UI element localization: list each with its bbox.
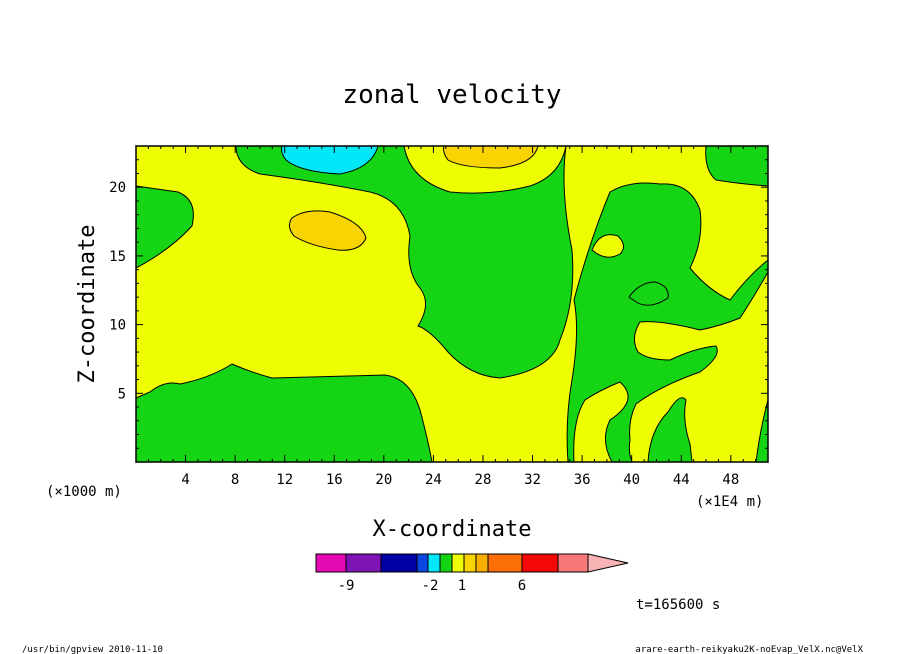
region-negative-small: [628, 281, 669, 306]
region-negative-small: [647, 397, 693, 463]
y-tick-label: 5: [118, 386, 126, 402]
plot-frame: [135, 145, 769, 463]
colorbar-cell: [557, 553, 589, 573]
chart-title: zonal velocity: [342, 80, 561, 110]
plot-area: [135, 145, 769, 463]
region-negative-small: [135, 363, 433, 463]
x-unit-left-label: (×1000 m): [46, 484, 122, 500]
x-tick-label: 48: [722, 472, 739, 488]
y-tick-label: 10: [109, 318, 126, 334]
colorbar-labels: -9 -2 1 6: [338, 578, 527, 594]
footer-right-label: arare-earth-reikyaku2K-noEvap_VelX.nc@Ve…: [635, 645, 863, 654]
colorbar-cell: [416, 553, 429, 573]
x-tick-label: 16: [326, 472, 343, 488]
x-unit-right-label: (×1E4 m): [696, 494, 763, 510]
colorbar: [315, 553, 629, 573]
region-positive-moderate: [288, 210, 367, 251]
colorbar-tick-label: 6: [518, 578, 526, 594]
x-tick-label: 20: [375, 472, 392, 488]
y-tick-label: 15: [109, 249, 126, 265]
colorbar-extension: [587, 553, 629, 573]
region-negative-small: [135, 185, 194, 269]
x-axis-title: X-coordinate: [373, 517, 532, 542]
x-tick-label: 28: [475, 472, 492, 488]
x-tick-label: 44: [673, 472, 690, 488]
colorbar-cell: [380, 553, 418, 573]
colorbar-cell: [487, 553, 523, 573]
x-axis: 4 8 12 16 20 24 28 32 36 40 44 48: [147, 146, 757, 488]
colorbar-cell: [475, 553, 489, 573]
x-tick-label: 12: [276, 472, 293, 488]
y-axis: 5 10 15 20: [109, 159, 768, 449]
colorbar-cell: [451, 553, 465, 573]
y-tick-label: 20: [109, 180, 126, 196]
footer-left-label: /usr/bin/gpview 2010-11-10: [22, 645, 163, 654]
time-label: t=165600 s: [636, 597, 720, 613]
x-tick-label: 40: [623, 472, 640, 488]
colorbar-tick-label: -9: [338, 578, 355, 594]
colorbar-cell: [427, 553, 441, 573]
colorbar-cell: [439, 553, 453, 573]
region-negative-small: [235, 145, 574, 379]
colorbar-cell: [463, 553, 477, 573]
x-tick-label: 8: [231, 472, 239, 488]
region-negative-small: [705, 145, 769, 187]
x-tick-label: 32: [524, 472, 541, 488]
x-tick-label: 4: [181, 472, 189, 488]
colorbar-cell: [315, 553, 347, 573]
region-negative-moderate: [281, 145, 379, 175]
region-positive-moderate: [443, 145, 539, 169]
region-positive-small: [591, 234, 624, 258]
x-tick-label: 24: [425, 472, 442, 488]
colorbar-cell: [345, 553, 382, 573]
y-axis-title: Z-coordinate: [75, 225, 100, 384]
x-tick-label: 36: [574, 472, 591, 488]
colorbar-tick-label: -2: [422, 578, 439, 594]
colorbar-cell: [521, 553, 559, 573]
colorbar-tick-label: 1: [458, 578, 466, 594]
